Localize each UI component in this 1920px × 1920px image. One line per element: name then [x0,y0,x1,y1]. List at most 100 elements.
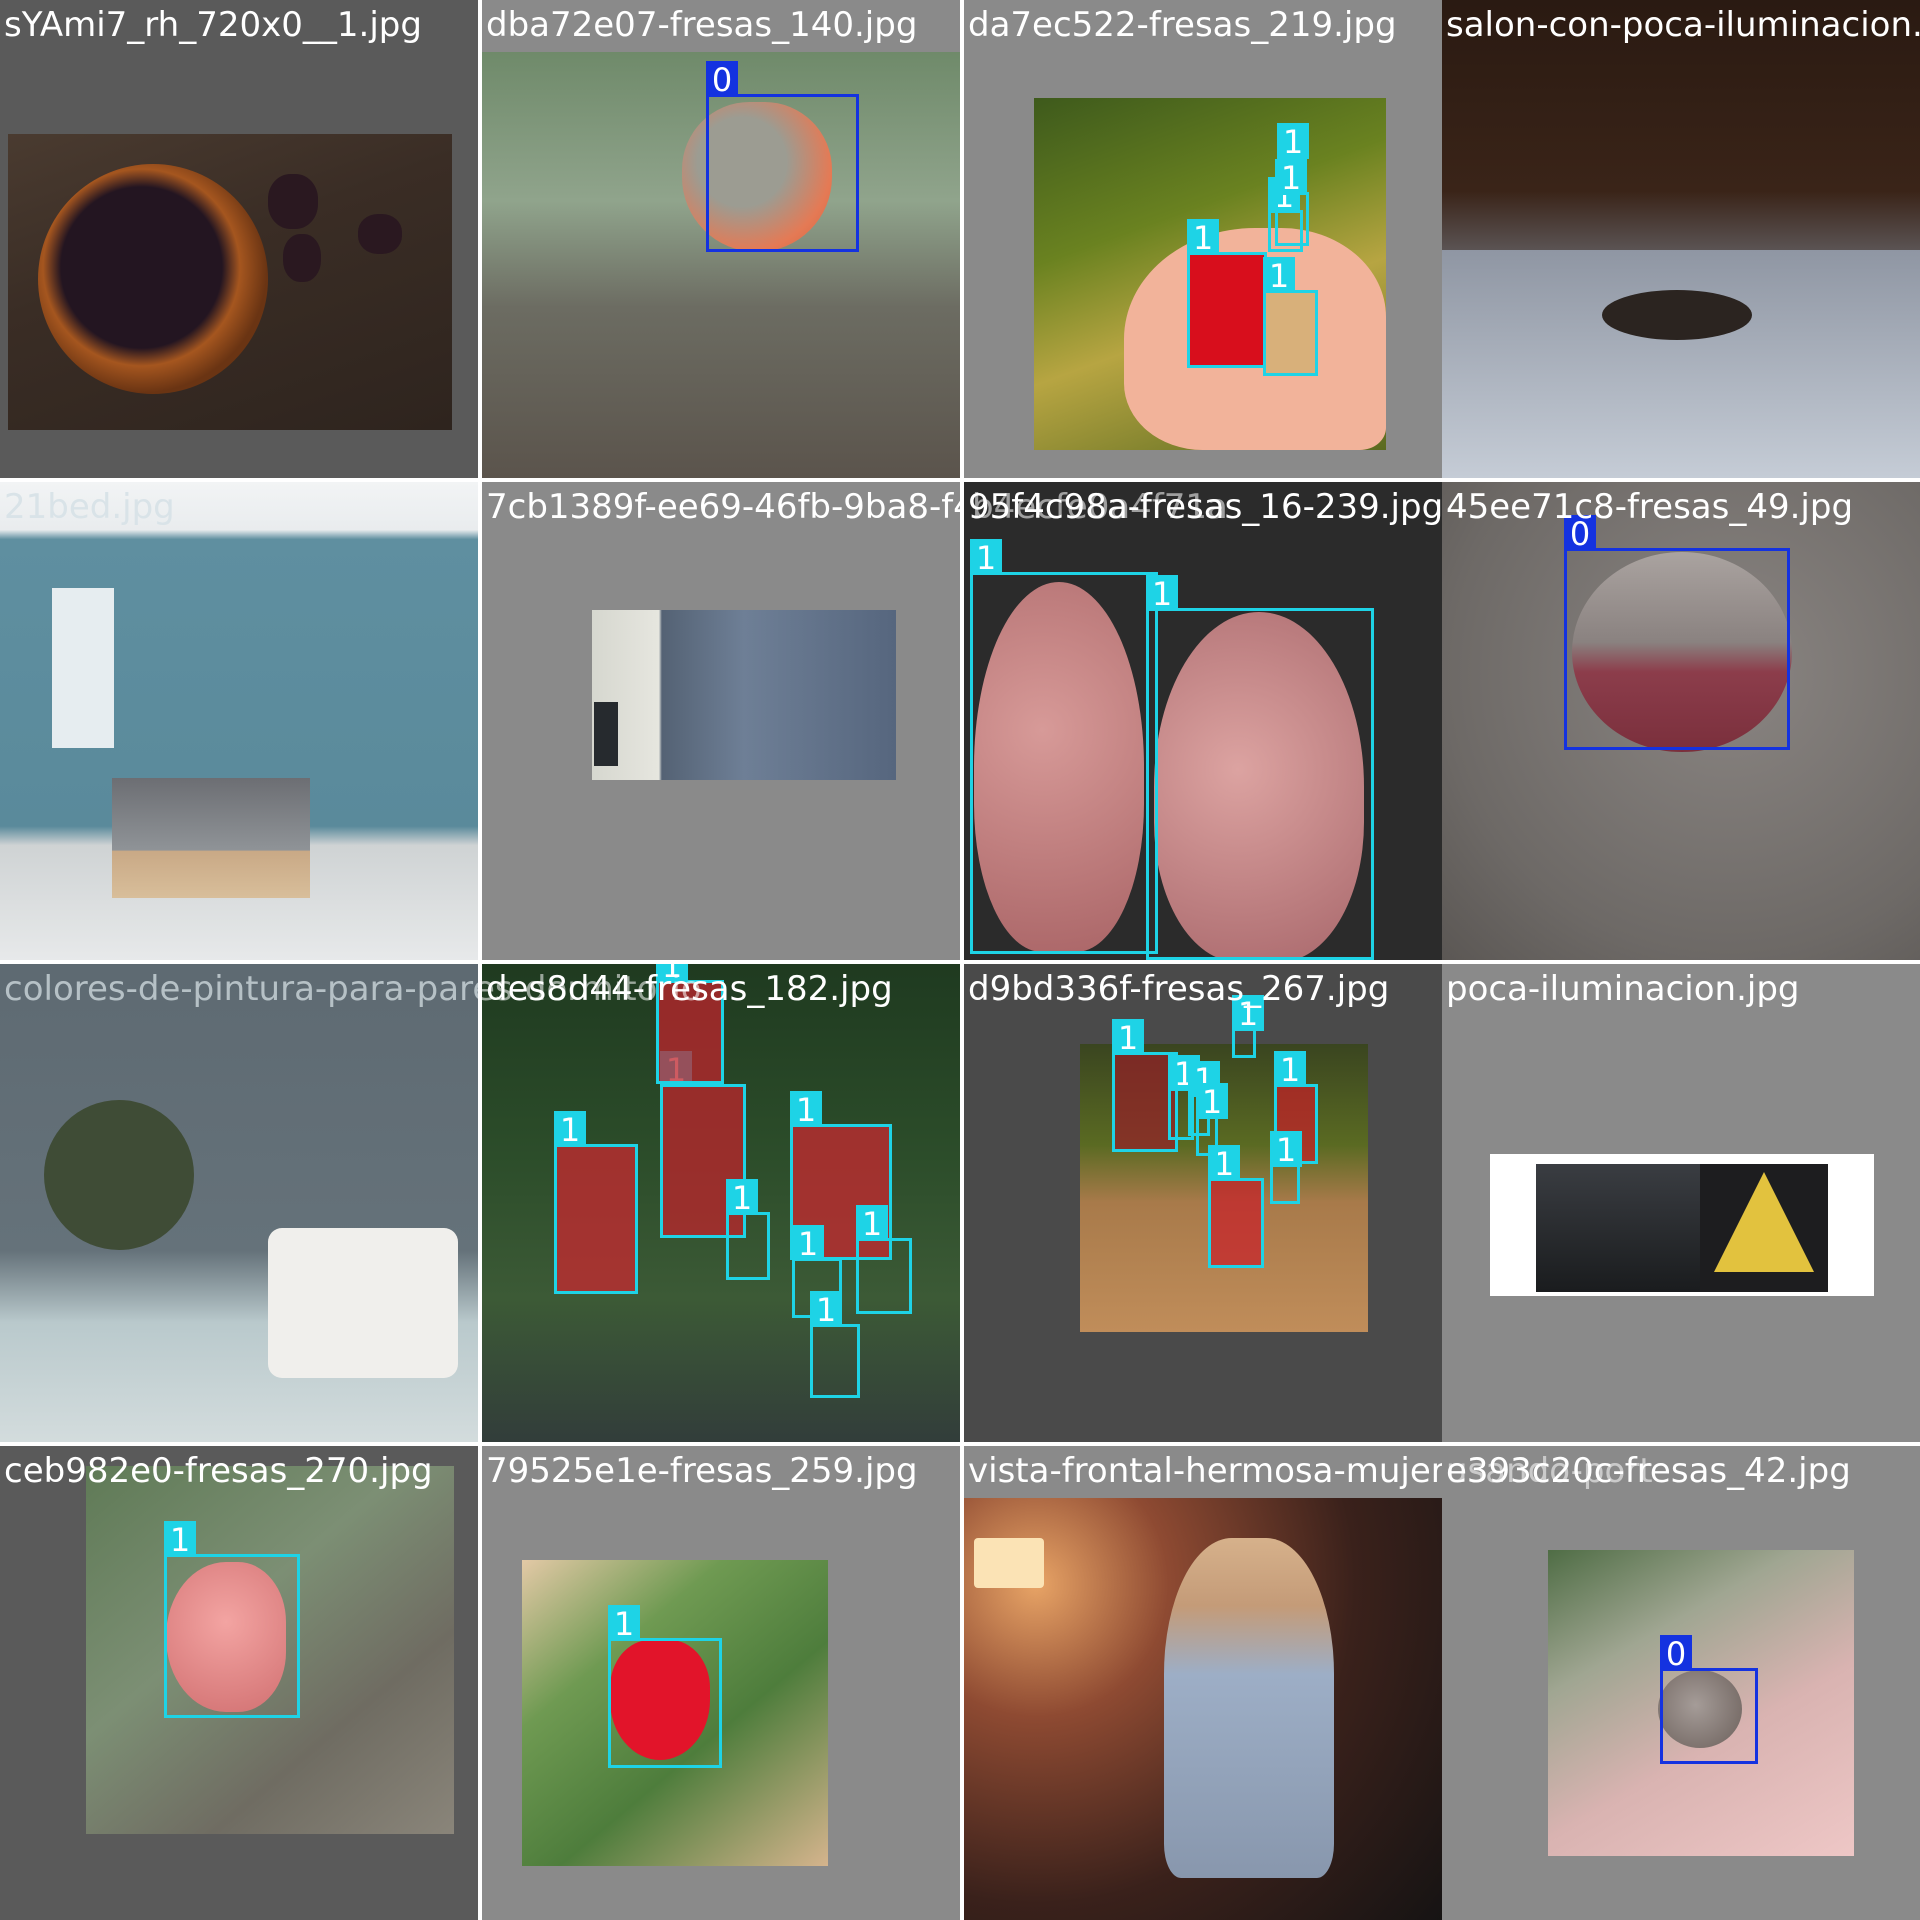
tile-filename: vista-frontal-hermosa-mujer- [968,1451,1442,1491]
person-shape [1164,1538,1334,1878]
grid-tile-15[interactable]: vista-frontal-hermosa-mujer- [964,1446,1442,1920]
raisin [283,234,321,282]
detection-box[interactable]: 1 [856,1205,912,1314]
detection-box[interactable]: 1 [970,539,1158,954]
bin-shape [594,702,618,766]
grid-tile-4[interactable]: salon-con-poca-iluminacion. [1442,0,1920,478]
detection-box[interactable]: 1 [1277,123,1309,192]
grid-tile-1[interactable]: sYAmi7_rh_720x0__1.jpg [0,0,478,478]
tile-filename-overlap: usando-port [1446,1451,1653,1491]
lamp-shade [974,1538,1044,1588]
detection-box[interactable]: 0 [1564,515,1790,750]
detection-box[interactable]: 1 [1263,257,1318,376]
photo-lighting-diagram [1490,1154,1874,1296]
class-label: 1 [608,1605,640,1643]
tile-filename: d9bd336f-fresas_267.jpg [968,969,1390,1009]
tile-filename: 79525e1e-fresas_259.jpg [486,1451,918,1491]
detection-box[interactable]: 1 [608,1605,722,1768]
class-label: 0 [706,61,738,99]
class-label: 1 [164,1521,196,1559]
class-label: 1 [810,1291,842,1329]
strawberry-shape [610,1640,710,1760]
class-label: 1 [1112,1019,1144,1057]
tile-filename: ceb982e0-fresas_270.jpg [4,1451,433,1491]
photo-raisins-bowl [8,134,452,430]
strawberry-shape [1658,1670,1742,1748]
strawberry-left [974,582,1144,952]
detection-box[interactable]: 1 [790,1091,892,1260]
grid-tile-13[interactable]: 1 ceb982e0-fresas_270.jpg [0,1446,478,1920]
tile-filename: 21bed.jpg [4,487,175,527]
photo-grey-bedroom [0,964,478,1442]
lamp-cone [1700,1164,1828,1292]
detection-box[interactable]: 0 [1660,1635,1758,1764]
grid-tile-14[interactable]: 1 79525e1e-fresas_259.jpg [482,1446,960,1920]
grid-tile-3[interactable]: 1 1 1 1 1 da7ec522-fresas_219.jpg [964,0,1442,478]
detection-box[interactable]: 1 [1270,1131,1302,1204]
grid-tile-11[interactable]: 1 1 1 1 1 1 1 1 d9bd336f-fresas_267.jpg [964,964,1442,1442]
grid-tile-16[interactable]: 0 e393c20c-fresas_42.jpg usando-port [1442,1446,1920,1920]
detection-box[interactable]: 1 [1268,177,1303,252]
grid-tile-10[interactable]: 1 1 1 1 1 1 1 1 des8d44-fresas_182.jpg e… [482,964,960,1442]
tile-filename: dba72e07-fresas_140.jpg [486,5,918,45]
tile-filename: 7cb1389f-ee69-46fb-9ba8-f4 [486,487,960,527]
grid-tile-7[interactable]: 1 1 95f4c98a-fresas_16-239.jpg b4ecfe0a4… [964,482,1442,960]
plate [1602,290,1752,340]
detection-box[interactable]: 1 [1112,1019,1178,1152]
strawberry-shape [1572,552,1792,752]
class-label: 1 [1146,575,1178,613]
detection-box[interactable]: 0 [706,61,859,252]
detection-box[interactable]: 1 [1208,1145,1264,1268]
detection-box[interactable]: 1 [792,1225,842,1318]
dark-room-photo [1536,1164,1700,1292]
detection-box[interactable]: 1 [1196,1083,1228,1156]
table-cloth [1442,250,1920,478]
raisin [268,174,318,229]
detection-box[interactable]: 1 [810,1291,860,1398]
detection-box[interactable]: 1 [1187,219,1267,368]
detection-box[interactable]: 1 [656,964,724,1084]
class-label: 1 [1187,219,1219,257]
tile-filename: salon-con-poca-iluminacion. [1446,5,1920,45]
tile-filename: poca-iluminacion.jpg [1446,969,1800,1009]
class-label: 1 [1232,995,1264,1033]
class-label: 0 [1564,515,1596,553]
class-label: 1 [1196,1083,1228,1121]
photo-blue-bedroom [0,482,478,960]
pillow-shape [268,1228,458,1378]
class-label: 1 [1208,1145,1240,1183]
class-label: 1 [856,1205,888,1243]
bed-shape [112,778,310,898]
tile-filename: e393c20c-fresas_42.jpg [1446,1451,1851,1491]
photo-strawberry-leaves [86,1466,454,1834]
detection-box[interactable]: 1 [1275,159,1309,246]
grid-tile-9[interactable]: colores-de-pintura-para-pared [0,964,478,1442]
class-label: 1 [1270,1131,1302,1169]
detection-box[interactable]: 1 [554,1111,638,1294]
grid-tile-2[interactable]: 0 dba72e07-fresas_140.jpg [482,0,960,478]
grid-tile-5[interactable]: 21bed.jpg [0,482,478,960]
tile-filename: des8d44-fresas_182.jpg [486,969,893,1009]
tile-filename-overlap: es-dormitorio [482,969,702,1009]
photo-woman-laptop-lamp [964,1498,1442,1920]
detection-box[interactable]: 1 [726,1179,770,1280]
tile-filename: da7ec522-fresas_219.jpg [968,5,1397,45]
class-label: 1 [1277,123,1309,161]
class-label: 1 [726,1179,758,1217]
class-label: 1 [554,1111,586,1149]
photo-dim-restaurant [1442,0,1920,478]
photo-strawberry-moldy-ground [482,52,960,478]
detection-box[interactable]: 1 [1146,575,1374,960]
grid-tile-6[interactable]: 7cb1389f-ee69-46fb-9ba8-f4 [482,482,960,960]
grid-tile-8[interactable]: 0 45ee71c8-fresas_49.jpg [1442,482,1920,960]
photo-moldy-strawberry-soil [1442,482,1920,960]
plant-shape [44,1100,194,1250]
grid-tile-12[interactable]: poca-iluminacion.jpg [1442,964,1920,1442]
tile-filename: sYAmi7_rh_720x0__1.jpg [4,5,422,45]
detection-box[interactable]: 1 [1232,995,1264,1058]
photo-red-strawberry-leaves [522,1560,828,1866]
class-label: 1 [970,539,1002,577]
detection-box[interactable]: 1 [164,1521,300,1718]
tile-filename: 95f4c98a-fresas_16-239.jpg [968,487,1442,527]
